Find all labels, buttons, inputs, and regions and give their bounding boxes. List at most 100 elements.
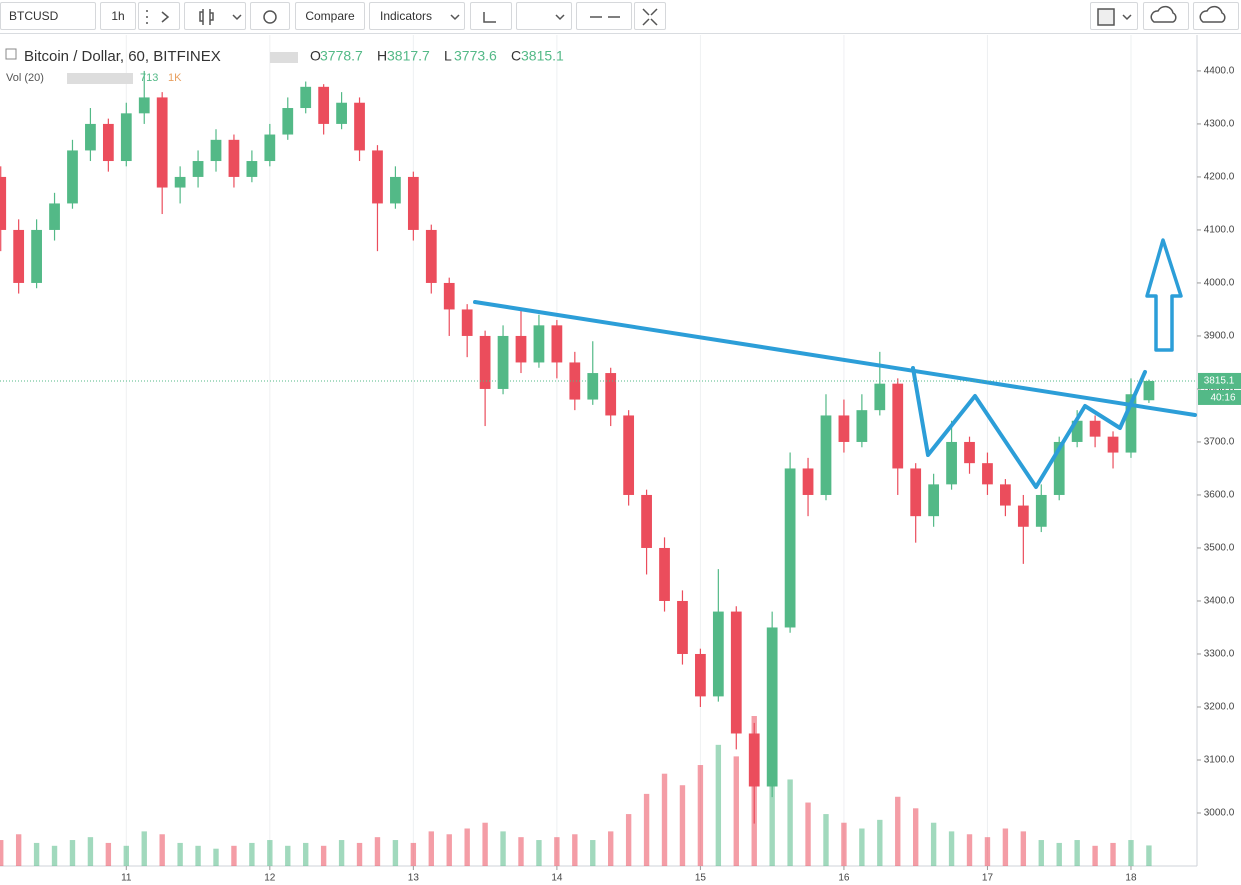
undo-redo[interactable] — [576, 2, 632, 30]
volume-bar — [231, 845, 237, 866]
candle-body — [1107, 436, 1119, 453]
volume-bar — [625, 814, 632, 866]
y-tick-label: 3300.0 — [1204, 649, 1235, 660]
candle-body — [946, 441, 957, 485]
volume-bar — [428, 831, 434, 866]
candle-body — [407, 176, 419, 230]
volume-bar — [1002, 828, 1009, 866]
volume-bar — [374, 837, 381, 866]
volume-bar — [446, 834, 452, 866]
candle-body — [1143, 380, 1155, 401]
volume-bar — [643, 793, 650, 866]
collapse-icon — [5, 48, 17, 60]
candle-body — [802, 468, 814, 495]
chart-title: Bitcoin / Dollar, 60, BITFINEX — [24, 48, 221, 65]
candle-body — [820, 415, 832, 495]
save-button[interactable] — [1193, 2, 1239, 30]
legend-value: 3778.7 — [320, 48, 363, 64]
indicators-button[interactable]: Indicators — [369, 2, 465, 30]
settings-button[interactable] — [250, 2, 290, 30]
toolbar-icons — [146, 5, 1226, 26]
volume-bar — [338, 840, 345, 866]
candle-body — [461, 309, 473, 336]
volume-scale: 1K — [168, 72, 182, 84]
candle-body — [85, 123, 96, 151]
load-button[interactable] — [1143, 2, 1189, 30]
volume-bar — [285, 845, 291, 866]
candle-body — [695, 653, 706, 697]
volume-bar — [69, 840, 76, 866]
volume-bar — [823, 814, 829, 866]
ideas-button[interactable] — [516, 2, 572, 30]
grid — [125, 35, 1132, 866]
volume-bar — [303, 842, 309, 866]
candle-body — [982, 463, 993, 485]
volume-bar — [769, 733, 775, 866]
volume-bar — [1128, 840, 1134, 866]
candle-body — [766, 627, 778, 787]
volume-bar — [123, 845, 129, 866]
alert-button[interactable] — [470, 2, 512, 30]
y-tick-label: 4000.0 — [1204, 278, 1235, 289]
interval-button[interactable]: 1h — [100, 2, 136, 30]
volume-bar — [572, 834, 578, 866]
y-tick-label: 3000.0 — [1204, 808, 1235, 819]
candle-body — [515, 335, 527, 363]
candle-body — [964, 441, 975, 464]
legend-value: 3817.7 — [387, 48, 430, 64]
candle-body — [677, 600, 688, 654]
candle-body — [264, 134, 276, 162]
volume-bar — [930, 822, 937, 866]
volume-bar — [1020, 831, 1027, 866]
volume-bar — [1146, 845, 1152, 866]
volume-bar — [141, 831, 147, 866]
volume-bar — [177, 842, 183, 866]
candle-body — [390, 176, 401, 204]
candle-body — [1071, 420, 1083, 442]
x-tick-label: 13 — [408, 873, 420, 884]
candle-body — [443, 282, 455, 310]
axes: 3000.0 3100.0 3200.0 3300.0 3400.0 3500.0 3600… — [0, 66, 1241, 884]
compare-button[interactable]: Compare — [295, 2, 365, 30]
volume-bar — [733, 756, 739, 866]
interval-menu[interactable] — [138, 2, 180, 30]
candle-body — [1089, 420, 1101, 437]
volume-bar — [536, 840, 542, 866]
candle-body — [102, 123, 114, 162]
chart-style-button[interactable] — [184, 2, 246, 30]
volume-bar — [267, 840, 273, 866]
zigzag — [911, 366, 1147, 489]
countdown-box — [1198, 389, 1241, 405]
candle-body — [838, 415, 850, 442]
y-tick-label: 3700.0 — [1204, 437, 1235, 448]
candle-body — [1053, 441, 1065, 495]
volume-bar — [661, 773, 668, 866]
candle-body — [569, 362, 581, 400]
candle-body — [210, 139, 222, 162]
y-tick-label: 3200.0 — [1204, 702, 1235, 713]
x-tick-label: 18 — [1125, 873, 1137, 884]
volume-bar — [715, 744, 722, 866]
volume-bar — [1074, 840, 1080, 866]
candle-body — [0, 176, 7, 230]
drawings — [473, 238, 1197, 489]
symbol-input[interactable]: BTCUSD — [0, 2, 96, 30]
y-tick-label: 4100.0 — [1204, 225, 1235, 236]
candle-body — [605, 373, 617, 416]
volume-bar — [33, 842, 40, 866]
fullscreen-button[interactable] — [634, 2, 666, 30]
layout-button[interactable] — [1090, 2, 1138, 30]
volume-bar — [51, 845, 58, 866]
volume-bar — [948, 831, 955, 866]
candle-body — [300, 86, 312, 109]
x-tick-label: 17 — [982, 873, 994, 884]
y-tick-label: 4200.0 — [1204, 172, 1235, 183]
candle-body — [192, 161, 204, 177]
volume-bar — [482, 822, 488, 866]
volume-icons — [67, 73, 133, 84]
toolbar: BTCUSD 1h Compare Indicators — [0, 0, 1241, 34]
candle-body — [13, 229, 25, 283]
volume-bar — [105, 842, 112, 866]
